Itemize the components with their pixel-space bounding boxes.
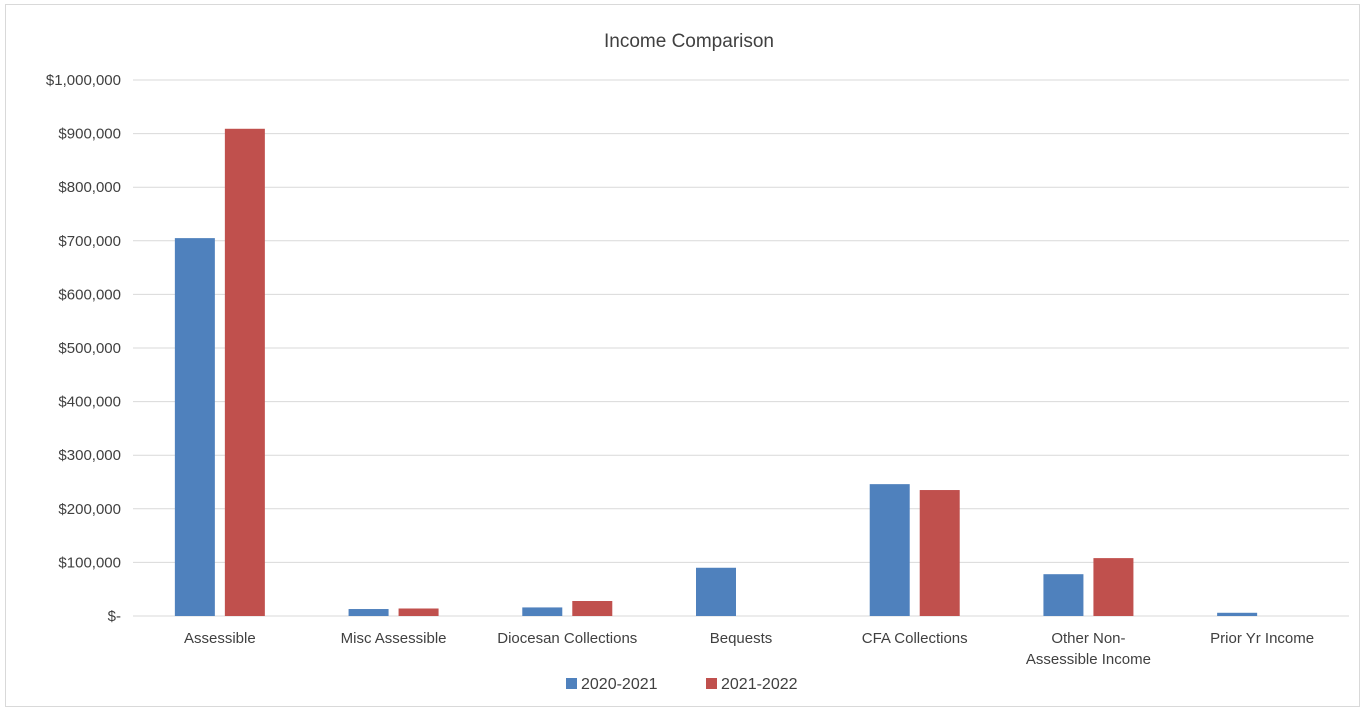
x-category-label: Bequests bbox=[710, 630, 773, 647]
legend-swatch bbox=[566, 678, 577, 689]
bar-2020-2021-3 bbox=[696, 567, 736, 616]
bar-2020-2021-1 bbox=[348, 609, 389, 616]
y-tick-label: $- bbox=[108, 608, 121, 625]
x-category-label: Misc Assessible bbox=[341, 630, 447, 647]
legend: 2020-2021 2021-2022 bbox=[566, 676, 798, 693]
bar-2020-2021-2 bbox=[522, 607, 563, 616]
bar-2021-2022-5 bbox=[1093, 558, 1134, 616]
y-axis-ticks: $- $100,000 $200,000 $300,000 $400,000 $500,0… bbox=[46, 72, 121, 625]
y-tick-label: $800,000 bbox=[58, 179, 121, 196]
y-tick-label: $1,000,000 bbox=[46, 72, 121, 89]
chart-frame: Income Comparison $- $100,000 $200,000 $300… bbox=[5, 4, 1360, 707]
x-category-label: Assessible bbox=[184, 630, 256, 647]
y-tick-label: $600,000 bbox=[58, 286, 121, 303]
x-category-label: Prior Yr Income bbox=[1210, 630, 1314, 647]
bar-2021-2022-0 bbox=[224, 128, 265, 616]
bars bbox=[174, 128, 1258, 616]
bar-2020-2021-5 bbox=[1043, 574, 1084, 616]
legend-label: 2020-2021 bbox=[581, 676, 658, 693]
y-tick-label: $400,000 bbox=[58, 394, 121, 411]
bar-2020-2021-0 bbox=[174, 238, 215, 616]
y-tick-label: $900,000 bbox=[58, 126, 121, 143]
x-axis-labels: Assessible Misc Assessible Diocesan Collec… bbox=[184, 630, 1314, 668]
bar-2020-2021-4 bbox=[869, 484, 910, 616]
x-category-label: Diocesan Collections bbox=[497, 630, 637, 647]
bar-2021-2022-4 bbox=[919, 490, 960, 616]
income-comparison-chart: Income Comparison $- $100,000 $200,000 $300… bbox=[46, 31, 1349, 693]
y-tick-label: $200,000 bbox=[58, 501, 121, 518]
y-tick-label: $300,000 bbox=[58, 447, 121, 464]
bar-2021-2022-1 bbox=[398, 608, 439, 616]
x-category-label: Other Non-Assessible Income bbox=[1026, 630, 1151, 668]
gridlines bbox=[133, 79, 1349, 617]
x-category-label: CFA Collections bbox=[862, 630, 968, 647]
legend-swatch bbox=[706, 678, 717, 689]
bar-2021-2022-2 bbox=[572, 600, 613, 616]
legend-label: 2021-2022 bbox=[721, 676, 798, 693]
chart-title: Income Comparison bbox=[604, 31, 774, 52]
y-tick-label: $500,000 bbox=[58, 340, 121, 357]
y-tick-label: $700,000 bbox=[58, 233, 121, 250]
bar-2020-2021-6 bbox=[1217, 612, 1258, 616]
y-tick-label: $100,000 bbox=[58, 554, 121, 571]
